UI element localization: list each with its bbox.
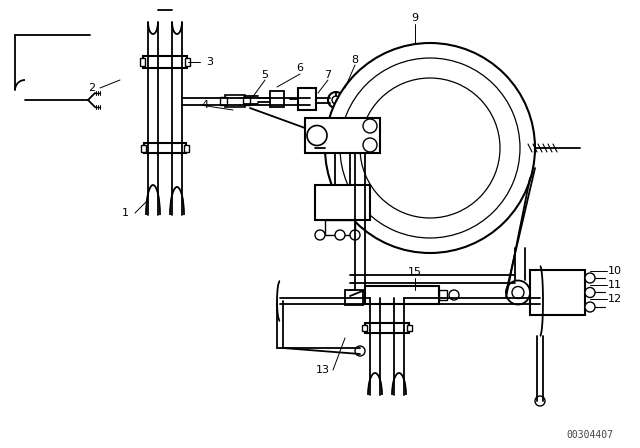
- Circle shape: [355, 346, 365, 356]
- Text: 9: 9: [412, 13, 419, 23]
- Text: 12: 12: [608, 294, 622, 304]
- Circle shape: [307, 125, 327, 146]
- Bar: [184, 145, 189, 152]
- Circle shape: [585, 288, 595, 297]
- Bar: [225, 95, 245, 107]
- Text: 2: 2: [88, 83, 95, 93]
- Text: 8: 8: [351, 55, 358, 65]
- Text: 6: 6: [296, 63, 303, 73]
- Bar: [439, 290, 447, 300]
- Circle shape: [363, 138, 377, 152]
- Text: 13: 13: [316, 365, 330, 375]
- Bar: [362, 325, 367, 331]
- Circle shape: [449, 290, 459, 300]
- Circle shape: [506, 280, 530, 305]
- Text: 5: 5: [262, 70, 269, 80]
- Bar: [141, 145, 146, 152]
- Text: 3: 3: [207, 57, 214, 67]
- Circle shape: [585, 302, 595, 312]
- Bar: [530, 270, 585, 315]
- Bar: [243, 97, 250, 105]
- Bar: [407, 325, 412, 331]
- Bar: [270, 91, 284, 107]
- Bar: [305, 118, 380, 153]
- Circle shape: [535, 396, 545, 406]
- Bar: [140, 58, 145, 66]
- Circle shape: [332, 96, 340, 104]
- Text: 15: 15: [408, 267, 422, 277]
- Bar: [298, 88, 316, 110]
- Circle shape: [335, 230, 345, 240]
- Circle shape: [512, 287, 524, 298]
- Bar: [365, 286, 439, 304]
- Text: 4: 4: [202, 100, 209, 110]
- Text: 1: 1: [122, 208, 129, 218]
- Bar: [220, 97, 227, 105]
- Circle shape: [325, 43, 535, 253]
- Bar: [345, 290, 363, 305]
- Circle shape: [585, 273, 595, 283]
- Bar: [365, 323, 409, 333]
- Text: 00304407: 00304407: [566, 430, 614, 440]
- Circle shape: [363, 119, 377, 133]
- Circle shape: [328, 92, 344, 108]
- Circle shape: [315, 230, 325, 240]
- Circle shape: [350, 230, 360, 240]
- Text: 10: 10: [608, 266, 622, 276]
- Bar: [143, 56, 187, 68]
- Bar: [144, 143, 186, 153]
- Text: 11: 11: [608, 280, 622, 290]
- Bar: [185, 58, 190, 66]
- Bar: [315, 185, 370, 220]
- Bar: [325, 220, 355, 235]
- Text: 7: 7: [324, 70, 332, 80]
